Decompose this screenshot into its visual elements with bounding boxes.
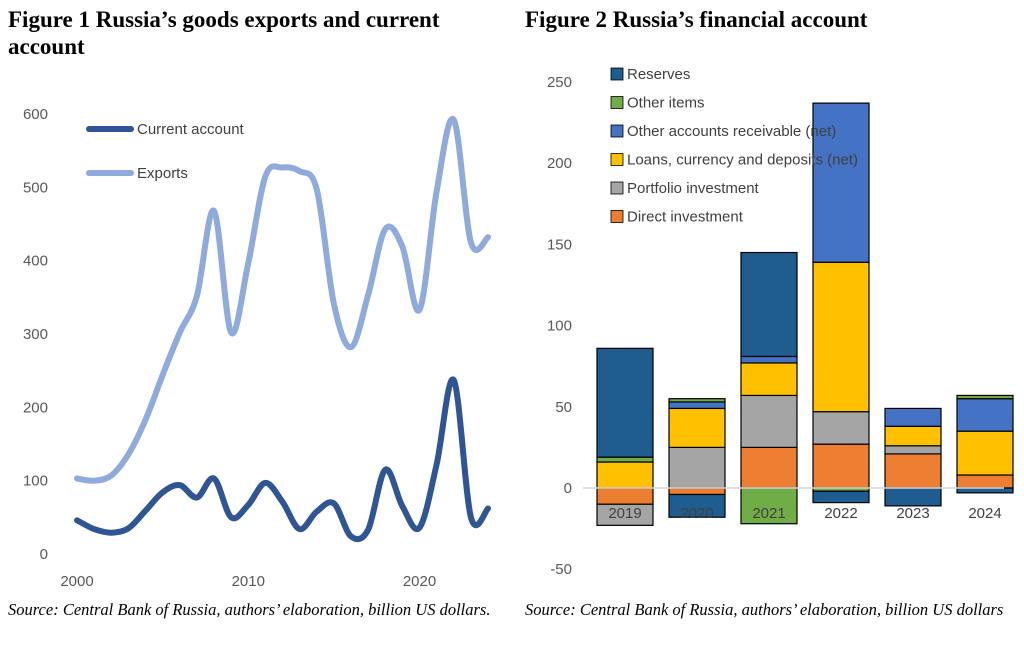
legend-label-loans-currency-and-deposits-net: Loans, currency and deposits (net) <box>627 152 858 169</box>
x-category-label: 2023 <box>896 505 929 522</box>
bar-segment-other-items <box>668 398 726 403</box>
y-tick-label: 50 <box>555 399 572 416</box>
series-line-exports <box>74 115 491 484</box>
y-tick-label: 0 <box>564 480 572 497</box>
y-tick-label: 0 <box>40 546 48 563</box>
figure-2-title-text: Russia’s financial account <box>612 7 868 32</box>
legend-swatch-other-accounts-receivable-net <box>610 124 624 138</box>
x-category-label: 2019 <box>608 505 641 522</box>
bar-segment-reserves <box>740 251 798 358</box>
bar-segment-reserves <box>668 493 726 518</box>
bar-segment-other-accounts-receivable-net <box>740 355 798 364</box>
x-category-label: 2024 <box>968 505 1001 522</box>
y-tick-label: 300 <box>23 326 48 343</box>
bar-segment-other-items <box>596 456 654 463</box>
bar-segment-direct-investment <box>596 487 654 505</box>
figure-2-number: Figure 2 <box>525 7 607 32</box>
bar-segment-loans-currency-and-deposits-net <box>956 430 1014 476</box>
y-tick-label: 100 <box>547 318 572 335</box>
legend-swatch-reserves <box>610 67 624 81</box>
legend-label-other-accounts-receivable-net: Other accounts receivable (net) <box>627 123 836 140</box>
bar-segment-other-accounts-receivable-net <box>812 102 870 263</box>
x-category-label: 2022 <box>824 505 857 522</box>
legend-swatch-portfolio-investment <box>610 181 624 195</box>
bar-segment-other-items <box>956 394 1014 400</box>
legend-label-current-account: Current account <box>137 121 245 138</box>
bar-segment-portfolio-investment <box>812 411 870 445</box>
bar-segment-direct-investment <box>668 487 726 496</box>
bar-segment-other-accounts-receivable-net <box>668 401 726 410</box>
y-tick-label: 600 <box>23 106 48 123</box>
x-tick-label: 2000 <box>60 573 93 590</box>
bar-segment-portfolio-investment <box>884 445 942 455</box>
y-tick-label: 400 <box>23 253 48 270</box>
bar-segment-reserves <box>596 347 654 458</box>
bar-segment-portfolio-investment <box>740 394 798 449</box>
y-tick-label: 250 <box>547 74 572 91</box>
bar-segment-other-accounts-receivable-net <box>884 407 942 427</box>
bar-segment-direct-investment <box>956 474 1014 489</box>
legend-label-portfolio-investment: Portfolio investment <box>627 180 760 197</box>
x-tick-label: 2010 <box>232 573 265 590</box>
legend-label-exports: Exports <box>137 165 188 182</box>
figure-1-title: Figure 1 Russia’s goods exports and curr… <box>8 6 478 60</box>
legend-label-direct-investment: Direct investment <box>627 209 744 226</box>
bar-segment-other-accounts-receivable-net <box>956 398 1014 432</box>
x-tick-label: 2020 <box>403 573 436 590</box>
bar-segment-direct-investment <box>884 453 942 489</box>
bar-segment-loans-currency-and-deposits-net <box>740 362 798 397</box>
bar-segment-reserves <box>812 490 870 504</box>
y-tick-label: 100 <box>23 473 48 490</box>
y-tick-label: 500 <box>23 179 48 196</box>
legend-swatch-loans-currency-and-deposits-net <box>610 153 624 166</box>
x-category-label: 2020 <box>680 505 713 522</box>
figure-2-source-note: Source: Central Bank of Russia, authors’… <box>525 600 1004 619</box>
y-tick-label: 150 <box>547 236 572 253</box>
bar-segment-reserves <box>884 487 942 507</box>
bar-segment-loans-currency-and-deposits-net <box>668 407 726 449</box>
bar-segment-direct-investment <box>740 446 798 489</box>
bar-segment-other-items <box>740 487 798 525</box>
bar-segment-portfolio-investment <box>596 503 654 526</box>
bar-segment-loans-currency-and-deposits-net <box>596 461 654 489</box>
y-tick-label: -50 <box>550 561 572 578</box>
y-tick-label: 200 <box>23 399 48 416</box>
bar-segment-loans-currency-and-deposits-net <box>884 425 942 447</box>
legend-swatch-direct-investment <box>610 210 624 223</box>
bar-segment-portfolio-investment <box>668 446 726 489</box>
bar-segment-loans-currency-and-deposits-net <box>812 261 870 413</box>
legend-label-reserves: Reserves <box>627 66 690 83</box>
figure-2-title: Figure 2 Russia’s financial account <box>525 6 1005 33</box>
figure-1-title-text: Russia’s goods exports and current accou… <box>8 7 440 59</box>
y-tick-label: 200 <box>547 155 572 172</box>
figure-1-source-note: Source: Central Bank of Russia, authors’… <box>8 600 491 619</box>
figure-1-number: Figure 1 <box>8 7 90 32</box>
series-line-current-account <box>74 376 491 543</box>
legend-swatch-other-items <box>610 96 624 109</box>
x-category-label: 2021 <box>752 505 785 522</box>
legend-label-other-items: Other items <box>627 95 705 112</box>
bar-segment-direct-investment <box>812 443 870 489</box>
